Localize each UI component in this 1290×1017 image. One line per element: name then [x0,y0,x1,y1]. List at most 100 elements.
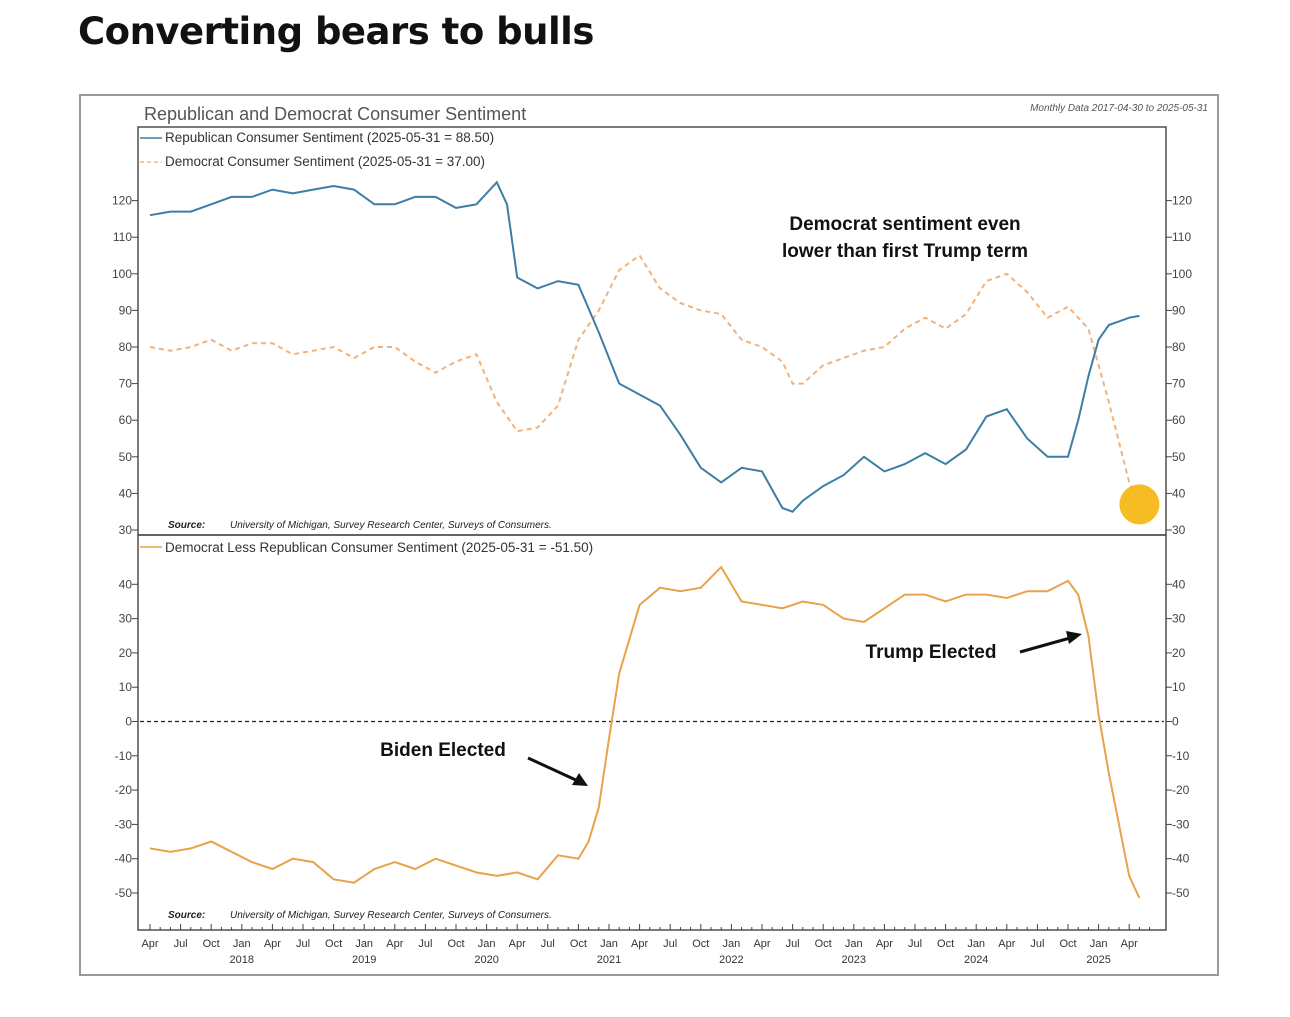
republican-series-line [149,180,1140,513]
bottom-y-axis-left: -50 -40 -30 -20 -10 0 10 20 30 40 [115,577,138,900]
x-month-label: Apr [753,938,770,950]
y-tick-label: 40 [1172,486,1186,500]
x-month-label: Jul [908,938,922,950]
x-month-label: Jan [845,938,863,950]
x-month-label: Jan [1090,938,1108,950]
x-year-label: 2023 [842,954,866,966]
x-month-label: Jan [233,938,251,950]
x-month-label: Oct [447,938,464,950]
top-legend: Republican Consumer Sentiment (2025-05-3… [140,130,494,169]
top-source-text: University of Michigan, Survey Research … [230,520,552,531]
x-month-label: Apr [141,938,158,950]
legend-difference-label: Democrat Less Republican Consumer Sentim… [165,540,593,555]
bottom-source-label: Source: [168,910,205,921]
bottom-plot-box [137,534,1167,931]
x-month-label: Apr [264,938,281,950]
x-month-label: Jul [418,938,432,950]
top-source-label: Source: [168,520,205,531]
y-tick-label: 80 [119,340,133,354]
y-tick-label: 80 [1172,340,1186,354]
top-chart-subtitle: Monthly Data 2017-04-30 to 2025-05-31 [1030,103,1208,114]
y-tick-label: 40 [119,577,133,591]
x-month-label: Jan [600,938,618,950]
x-month-label: Apr [386,938,403,950]
x-year-label: 2020 [474,954,498,966]
x-month-label: Apr [876,938,893,950]
x-month-label: Jan [355,938,373,950]
y-tick-label: 100 [1172,267,1192,281]
x-month-label: Oct [937,938,954,950]
y-tick-label: 50 [1172,450,1186,464]
democrat-series-line [149,254,1141,505]
x-month-label: Jul [663,938,677,950]
y-tick-label: 110 [1172,230,1191,244]
y-tick-label: -10 [115,749,133,763]
headline: Converting bears to bulls [78,10,594,53]
top-y-axis-left: 30 40 50 60 70 80 90 100 110 120 [112,194,138,537]
x-month-label: Jul [541,938,555,950]
x-month-label: Jan [967,938,985,950]
y-tick-label: -20 [115,783,133,797]
y-tick-label: 0 [125,715,132,729]
y-tick-label: 90 [119,303,133,317]
y-tick-label: 20 [1172,646,1186,660]
y-tick-label: 50 [119,450,133,464]
legend-republican-label: Republican Consumer Sentiment (2025-05-3… [165,130,494,145]
y-tick-label: 40 [119,486,133,500]
x-month-label: Jul [1030,938,1044,950]
y-tick-label: 30 [119,612,133,626]
y-tick-label: 20 [119,646,133,660]
annotation-trump-elected: Trump Elected [866,642,997,663]
x-month-label: Apr [998,938,1015,950]
y-tick-label: 60 [1172,413,1186,427]
x-month-label: Apr [631,938,648,950]
x-axis: Apr Jul Oct Jan Apr Jul Oct Jan Apr Jul Oct Jan Apr J… [141,924,1151,966]
y-tick-label: 0 [1172,715,1179,729]
x-month-label: Oct [570,938,587,950]
x-year-label: 2018 [230,954,254,966]
top-y-axis-right: 30 40 50 60 70 80 90 100 110 120 [1166,194,1192,537]
y-tick-label: -40 [115,852,133,866]
y-tick-label: -30 [1172,817,1190,831]
bottom-y-axis-right: -50 -40 -30 -20 -10 0 10 20 30 40 [1166,577,1190,900]
difference-series-line [149,565,1141,899]
x-month-label: Jan [478,938,496,950]
y-tick-label: -20 [1172,783,1190,797]
y-tick-label: 70 [119,377,133,391]
x-year-label: 2019 [352,954,376,966]
y-tick-label: 30 [1172,612,1186,626]
x-month-label: Jul [174,938,188,950]
legend-democrat-label: Democrat Consumer Sentiment (2025-05-31 … [165,154,485,169]
y-tick-label: -50 [1172,886,1190,900]
y-tick-label: -10 [1172,749,1190,763]
x-month-label: Oct [815,938,832,950]
x-month-label: Apr [509,938,526,950]
y-tick-label: 110 [113,230,132,244]
y-tick-label: 10 [119,680,133,694]
x-year-label: 2021 [597,954,621,966]
x-month-label: Apr [1121,938,1138,950]
top-chart-title: Republican and Democrat Consumer Sentime… [144,104,526,124]
y-tick-label: 120 [112,194,132,208]
y-tick-label: 90 [1172,303,1186,317]
latest-democrat-marker [1119,484,1160,525]
x-month-label: Oct [1059,938,1076,950]
top-annotation-line1: Democrat sentiment even [789,214,1020,235]
x-year-label: 2024 [964,954,988,966]
y-tick-label: 100 [112,267,132,281]
arrow-biden [527,756,588,786]
y-tick-label: -30 [115,817,133,831]
y-tick-label: 30 [1172,523,1186,537]
x-year-label: 2022 [719,954,743,966]
y-tick-label: 60 [119,413,133,427]
top-panel: Republican Consumer Sentiment (2025-05-3… [112,126,1192,537]
annotation-biden-elected: Biden Elected [380,740,506,761]
y-tick-label: 40 [1172,577,1186,591]
y-tick-label: -50 [115,886,133,900]
x-year-label: 2025 [1086,954,1110,966]
arrow-trump [1019,631,1082,654]
y-tick-label: 10 [1172,680,1186,694]
x-month-label: Oct [203,938,220,950]
top-annotation-line2: lower than first Trump term [782,241,1028,262]
